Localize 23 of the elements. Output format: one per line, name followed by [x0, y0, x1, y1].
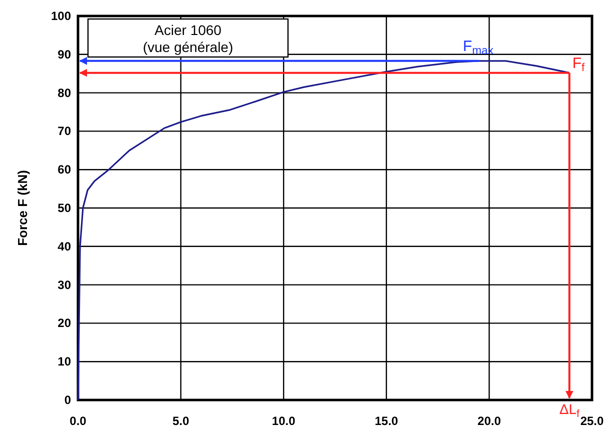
y-tick-label: 70 — [58, 124, 72, 138]
text: (vue générale) — [142, 39, 234, 55]
x-tick-label: 15.0 — [374, 414, 398, 428]
y-tick-label: 40 — [58, 239, 72, 254]
y-tick-label: 50 — [58, 201, 72, 215]
x-tick-label: 20.0 — [478, 414, 502, 428]
x-tick-label: 25.0 — [580, 414, 604, 428]
y-tick-label: 30 — [58, 278, 72, 292]
y-tick-label: 10 — [58, 354, 72, 369]
y-tick-label: 90 — [58, 47, 72, 62]
y-axis-title: Force F (kN) — [15, 170, 30, 246]
line-series — [77, 60, 570, 401]
ref-line-label: F$_{f}$ — [572, 54, 586, 74]
y-tick-label: 60 — [58, 162, 72, 177]
chart-title: Acier 1060 — [154, 22, 222, 38]
y-tick-label: 0 — [64, 393, 72, 407]
ref-line-label: ΔL$_{f}$ — [559, 401, 580, 420]
y-tick-label: 20 — [58, 316, 72, 330]
x-tick-label: 0.0 — [70, 414, 87, 428]
x-tick-label: 5.0 — [172, 414, 190, 428]
y-tick-label: 80 — [58, 86, 72, 100]
y-tick-label: 100 — [50, 9, 72, 23]
x-tick-label: 10.0 — [272, 414, 296, 428]
